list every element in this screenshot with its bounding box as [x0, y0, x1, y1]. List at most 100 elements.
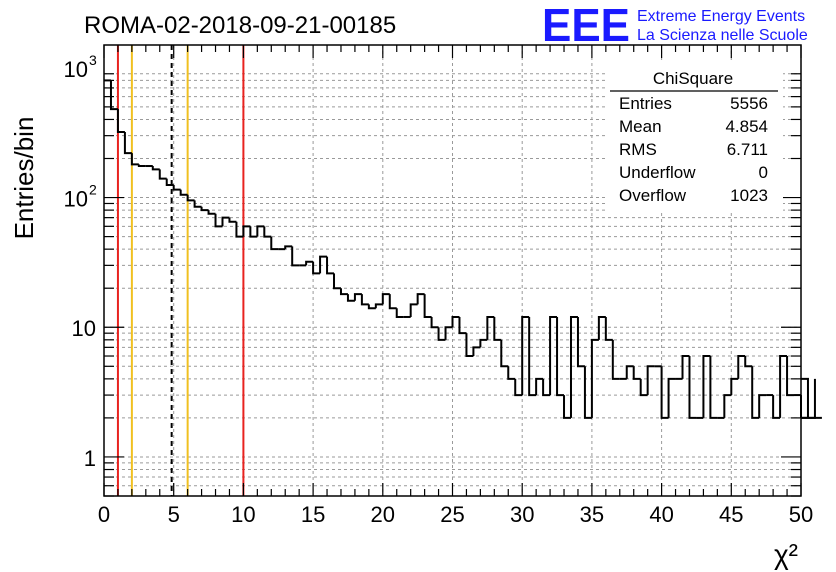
histogram-bin — [611, 339, 620, 380]
histogram-bin — [123, 132, 132, 155]
histogram-bin — [312, 261, 321, 275]
histogram-bin — [374, 303, 383, 309]
x-tick-label: 40 — [649, 502, 673, 527]
x-tick-label: 30 — [510, 502, 534, 527]
histogram-bin — [214, 213, 223, 228]
histogram-bin — [395, 308, 404, 318]
y-tick-label: 10 — [64, 57, 88, 82]
histogram-bin — [500, 339, 509, 368]
histogram-bin — [137, 164, 146, 168]
histogram-bin — [709, 356, 718, 419]
stats-value: 0 — [759, 163, 768, 182]
y-tick-label: 10 — [72, 316, 96, 341]
histogram-bin — [388, 294, 397, 310]
histogram-bin — [249, 226, 258, 238]
histogram-bin — [179, 189, 188, 196]
stats-box-bg — [608, 63, 783, 211]
histogram-bin — [772, 395, 781, 419]
histogram-bin — [583, 366, 592, 419]
histogram-bin — [507, 366, 516, 380]
stats-box: ChiSquare Entries 5556 Mean 4.854 RMS 6.711 Un… — [608, 63, 783, 211]
histogram-bin — [737, 355, 746, 379]
histogram-bin — [165, 178, 174, 186]
histogram-bin — [151, 166, 160, 171]
histogram-bin — [305, 260, 314, 266]
histogram-bin — [542, 378, 551, 397]
histogram-bin — [528, 316, 537, 397]
histogram-bin — [681, 355, 690, 379]
histogram-bin — [646, 365, 655, 396]
histogram-bin — [625, 365, 634, 379]
histogram-bins — [104, 79, 822, 419]
y-axis-title: Entries/bin — [9, 117, 39, 240]
histogram-bin — [339, 288, 348, 296]
histogram-bin — [549, 315, 558, 396]
stats-value: 6.711 — [727, 140, 768, 159]
x-tick-label: 5 — [168, 502, 180, 527]
histogram-bin — [242, 225, 251, 237]
x-tick-label: 0 — [98, 502, 110, 527]
logo-letters: EEE — [542, 0, 630, 51]
histogram-bin — [535, 377, 544, 396]
histogram-bin — [367, 304, 376, 310]
histogram-bin — [353, 293, 362, 301]
histogram-bin — [563, 395, 571, 419]
histogram-bin — [458, 316, 467, 335]
histogram-bin — [479, 338, 488, 348]
histogram-bin — [744, 356, 753, 368]
x-tick-label: 10 — [231, 502, 255, 527]
histogram-bin — [109, 80, 118, 111]
histogram-bin — [660, 366, 669, 419]
histogram-bin — [207, 210, 216, 215]
histogram-bin — [472, 346, 481, 357]
histogram-bin — [632, 366, 641, 380]
histogram-bin — [779, 355, 788, 418]
stats-label: RMS — [619, 140, 657, 159]
stats-label: Overflow — [619, 186, 687, 205]
histogram-bin — [130, 153, 139, 166]
histogram-bin — [590, 338, 599, 418]
histogram-bin — [158, 169, 167, 180]
x-tick-label: 35 — [580, 502, 604, 527]
y-tick-label: 1 — [84, 446, 96, 471]
y-tick-exponent: 3 — [89, 52, 97, 68]
histogram-bin — [291, 246, 300, 267]
histogram-bin — [597, 315, 606, 340]
histogram-bin — [786, 356, 795, 397]
x-tick-label: 50 — [789, 502, 813, 527]
histogram-bin — [172, 184, 181, 191]
histogram-bin — [360, 294, 369, 306]
histogram-bin — [639, 378, 648, 397]
histogram-bin — [556, 316, 565, 397]
histogram-bin — [801, 377, 809, 418]
histogram-bin — [751, 366, 760, 419]
histogram-bin — [521, 315, 530, 396]
stats-value: 1023 — [730, 186, 768, 205]
x-tick-label: 45 — [719, 502, 743, 527]
histogram-bin — [326, 256, 335, 275]
stats-title: ChiSquare — [653, 69, 733, 88]
histogram-bin — [688, 356, 697, 419]
stats-label: Mean — [619, 117, 662, 136]
histogram-bin — [667, 377, 676, 418]
stats-label: Underflow — [619, 163, 696, 182]
histogram-bin — [284, 245, 293, 250]
histogram-bin — [319, 255, 328, 274]
histogram-bin — [228, 217, 237, 223]
histogram-bin — [444, 326, 453, 340]
chart-title: ROMA-02-2018-09-21-00185 — [84, 12, 396, 39]
histogram-bin — [493, 316, 502, 341]
histogram-bin — [702, 355, 711, 418]
histogram-bin — [193, 200, 202, 208]
histogram-bin — [333, 273, 341, 290]
histogram-bin — [270, 236, 279, 251]
y-tick-exponent: 2 — [89, 182, 97, 198]
histogram-bin — [200, 206, 209, 212]
x-axis-title: χ² — [774, 539, 798, 570]
histogram-bin — [514, 378, 523, 397]
histogram-bin — [416, 293, 425, 305]
histogram-bin — [186, 194, 195, 202]
stats-label: Entries — [619, 94, 672, 113]
histogram-bin — [430, 316, 439, 329]
